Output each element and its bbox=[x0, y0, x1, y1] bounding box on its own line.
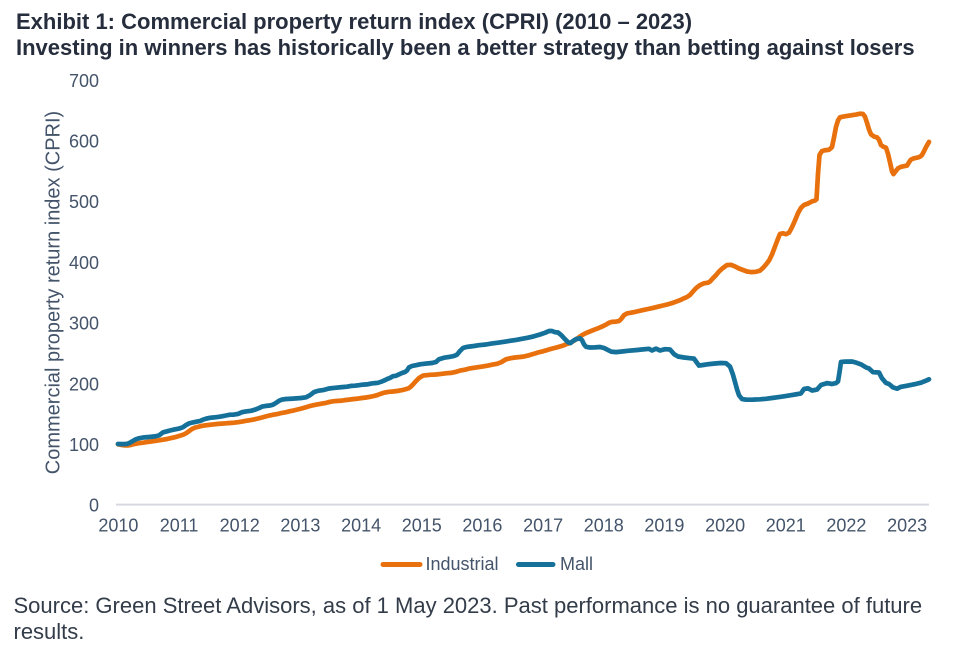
svg-text:2021: 2021 bbox=[766, 515, 806, 535]
svg-text:2020: 2020 bbox=[705, 515, 745, 535]
svg-text:2011: 2011 bbox=[160, 515, 199, 535]
svg-text:700: 700 bbox=[69, 71, 99, 91]
svg-text:2010: 2010 bbox=[98, 515, 138, 535]
svg-text:300: 300 bbox=[69, 314, 99, 334]
svg-text:2015: 2015 bbox=[402, 515, 442, 535]
svg-text:2023: 2023 bbox=[887, 515, 927, 535]
svg-text:100: 100 bbox=[69, 435, 99, 455]
svg-text:Commercial property return ind: Commercial property return index (CPRI) bbox=[42, 111, 64, 474]
svg-text:200: 200 bbox=[69, 374, 99, 394]
svg-text:Industrial: Industrial bbox=[426, 554, 499, 574]
svg-text:2018: 2018 bbox=[584, 515, 624, 535]
svg-text:2014: 2014 bbox=[341, 515, 381, 535]
svg-text:600: 600 bbox=[69, 132, 99, 152]
svg-text:Mall: Mall bbox=[560, 554, 593, 574]
svg-text:500: 500 bbox=[69, 192, 99, 212]
svg-text:2022: 2022 bbox=[826, 515, 866, 535]
svg-text:400: 400 bbox=[69, 253, 99, 273]
svg-text:2017: 2017 bbox=[523, 515, 563, 535]
svg-text:2012: 2012 bbox=[220, 515, 260, 535]
svg-text:2016: 2016 bbox=[462, 515, 502, 535]
svg-text:0: 0 bbox=[89, 496, 99, 516]
svg-text:2019: 2019 bbox=[644, 515, 684, 535]
svg-text:2013: 2013 bbox=[280, 515, 320, 535]
